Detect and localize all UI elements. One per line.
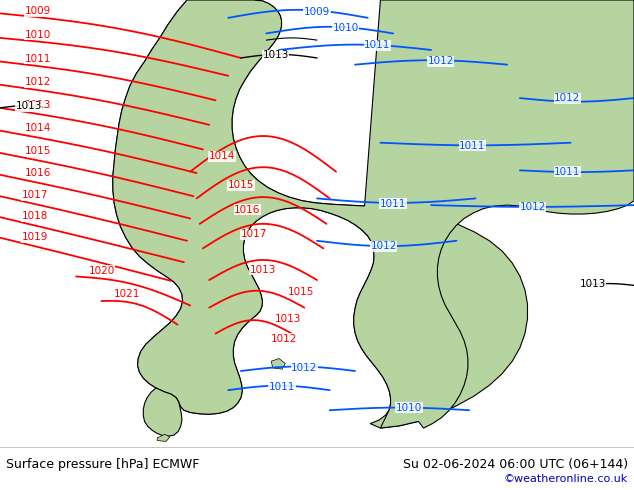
- Text: 1018: 1018: [22, 211, 48, 221]
- Text: 1013: 1013: [25, 100, 51, 110]
- Polygon shape: [271, 359, 285, 369]
- Text: 1016: 1016: [25, 168, 51, 178]
- Text: Su 02-06-2024 06:00 UTC (06+144): Su 02-06-2024 06:00 UTC (06+144): [403, 458, 628, 471]
- Polygon shape: [143, 388, 182, 436]
- Text: 1015: 1015: [288, 287, 314, 297]
- Text: 1012: 1012: [519, 202, 546, 212]
- Text: 1016: 1016: [234, 204, 261, 215]
- Text: 1015: 1015: [228, 180, 254, 190]
- Text: 1011: 1011: [364, 41, 391, 50]
- Text: 1010: 1010: [332, 23, 359, 33]
- Text: 1014: 1014: [209, 151, 235, 161]
- Text: 1013: 1013: [275, 314, 302, 324]
- Text: 1011: 1011: [269, 382, 295, 392]
- Text: Surface pressure [hPa] ECMWF: Surface pressure [hPa] ECMWF: [6, 458, 200, 471]
- Text: 1013: 1013: [579, 279, 606, 289]
- Polygon shape: [157, 434, 170, 441]
- Text: 1019: 1019: [22, 232, 48, 242]
- Text: 1009: 1009: [304, 7, 330, 18]
- Text: 1012: 1012: [271, 334, 297, 344]
- Text: 1010: 1010: [396, 403, 422, 413]
- Text: ©weatheronline.co.uk: ©weatheronline.co.uk: [503, 474, 628, 484]
- Text: 1009: 1009: [25, 6, 51, 16]
- Text: 1017: 1017: [22, 190, 48, 200]
- Text: 1021: 1021: [113, 289, 140, 299]
- Text: 1011: 1011: [554, 167, 581, 177]
- Text: 1013: 1013: [250, 265, 276, 275]
- Polygon shape: [113, 0, 527, 428]
- Text: 1020: 1020: [88, 266, 115, 276]
- Text: 1011: 1011: [25, 54, 51, 64]
- Text: 1013: 1013: [262, 50, 289, 60]
- Text: 1012: 1012: [370, 241, 397, 251]
- Text: 1012: 1012: [25, 77, 51, 87]
- Text: 1012: 1012: [427, 56, 454, 66]
- Text: 1010: 1010: [25, 30, 51, 40]
- Text: 1015: 1015: [25, 146, 51, 156]
- Polygon shape: [113, 0, 634, 428]
- Text: 1011: 1011: [380, 199, 406, 209]
- Text: 1012: 1012: [554, 93, 581, 103]
- Text: 1011: 1011: [459, 141, 486, 151]
- Text: 1013: 1013: [15, 101, 42, 111]
- Text: 1014: 1014: [25, 123, 51, 133]
- Text: 1012: 1012: [291, 363, 318, 373]
- Text: 1017: 1017: [240, 229, 267, 239]
